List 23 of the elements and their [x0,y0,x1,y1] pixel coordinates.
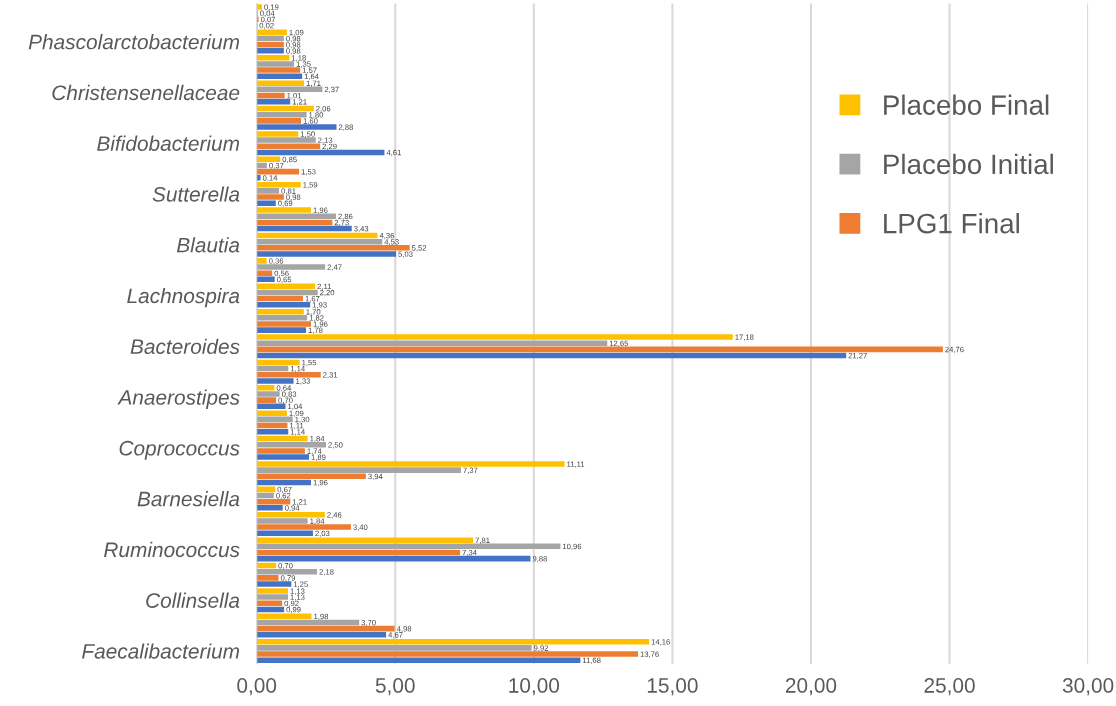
legend-label: LPG1 Final [884,213,1019,234]
x-tick-label: 25,00 [924,678,975,696]
y-tick-label: Coprococcus [119,440,240,460]
x-tick-label: 30,00 [1062,678,1114,696]
y-tick-label: Ruminococcus [104,541,240,558]
x-tick-label: 20,00 [785,678,837,696]
y-tick-label: Bifidobacterium [97,135,240,151]
y-tick-label: Christensenellaceae [52,84,240,101]
x-tick-label: 0,00 [237,678,277,696]
x-tick-label: 5,00 [375,678,415,696]
y-tick-label: Bacteroides [130,338,240,355]
y-tick-label: Faecalibacterium [82,643,240,659]
legend-label: Placebo Final [884,94,1049,115]
y-tick-label: Collinsella [146,592,240,608]
y-tick-label: Anaerostipes [117,389,240,409]
y-tick-label: Sutterella [152,186,240,202]
legend-label: Placebo Initial [884,153,1053,175]
y-tick-label: Phascolarctobacterium [28,34,240,50]
x-tick-label: 10,00 [509,678,560,696]
y-tick-label: Barnesiella [137,491,240,507]
x-tick-label: 15,00 [647,678,698,696]
y-tick-label: Blautia [176,237,240,253]
y-tick-label: Lachnospira [127,287,240,308]
